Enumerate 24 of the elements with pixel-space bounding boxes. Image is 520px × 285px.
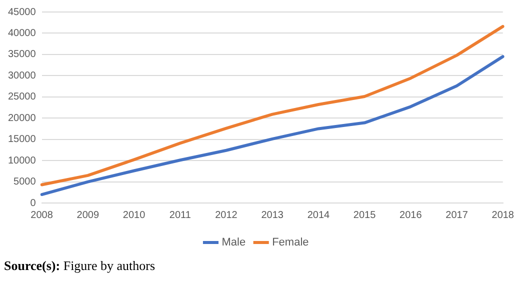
y-tick-label: 15000 xyxy=(8,134,36,146)
y-tick-label: 30000 xyxy=(8,70,36,82)
x-tick-label: 2009 xyxy=(76,210,100,221)
legend-label: Male xyxy=(222,236,246,249)
x-tick-label: 2015 xyxy=(353,210,376,221)
x-tick-label: 2011 xyxy=(169,210,192,221)
x-tick-label: 2018 xyxy=(492,210,514,221)
y-tick-label: 20000 xyxy=(8,112,36,124)
x-tick-label: 2016 xyxy=(400,210,422,221)
x-tick-label: 2017 xyxy=(446,210,468,221)
y-tick-label: 45000 xyxy=(8,6,36,18)
x-tick-label: 2013 xyxy=(261,210,284,221)
legend-label: Female xyxy=(272,236,309,249)
x-tick-label: 2008 xyxy=(30,210,54,221)
x-tick-label: 2014 xyxy=(307,210,330,221)
y-tick-label: 5000 xyxy=(14,176,36,188)
x-tick-label: 2010 xyxy=(122,210,146,221)
y-tick-label: 25000 xyxy=(8,92,36,103)
y-tick-label: 0 xyxy=(30,198,36,209)
source-note: Source(s): Figure by authors xyxy=(4,258,156,274)
y-tick-label: 10000 xyxy=(8,155,36,166)
y-tick-label: 35000 xyxy=(8,49,36,60)
y-tick-label: 40000 xyxy=(8,28,36,39)
x-tick-label: 2012 xyxy=(215,210,238,221)
